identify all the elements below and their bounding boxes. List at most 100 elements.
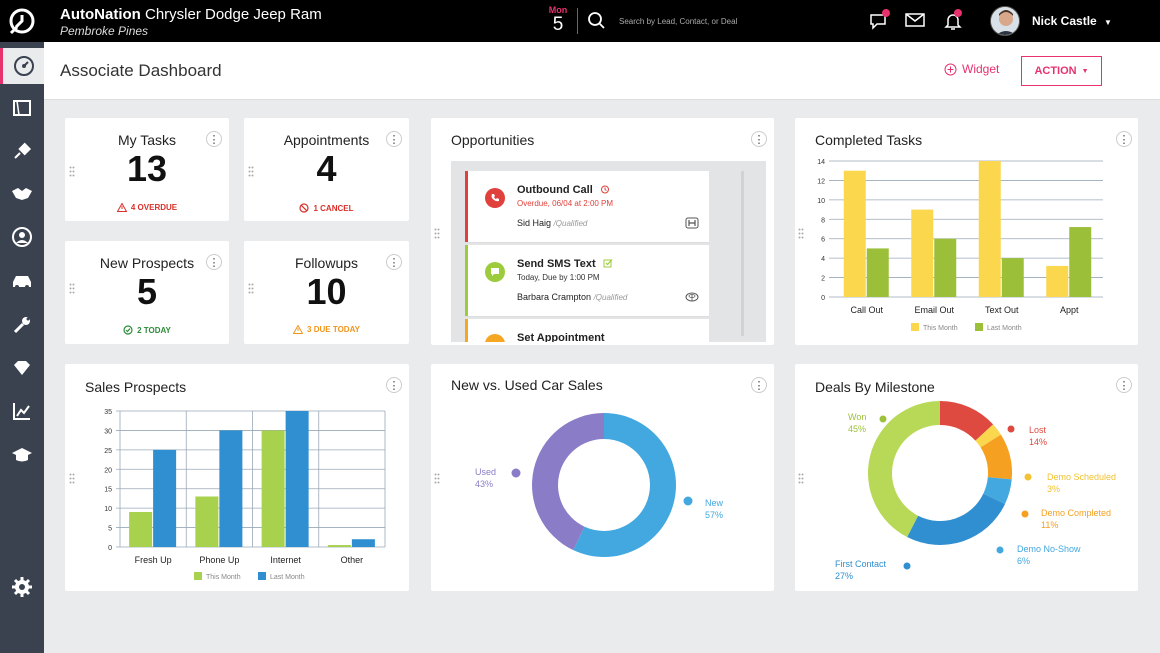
cancel-icon	[299, 203, 310, 213]
sidebar-item-notes[interactable]	[0, 90, 44, 126]
opportunity-contact[interactable]: Sid Haig /Qualified	[517, 218, 587, 228]
opportunity-contact[interactable]: Barbara Crampton /Qualified	[517, 292, 627, 302]
date-day: Mon	[548, 5, 568, 15]
sidebar-item-reports[interactable]	[0, 393, 44, 429]
stat-title: Followups	[294, 255, 359, 271]
add-widget-button[interactable]: Widget	[944, 62, 999, 76]
avatar[interactable]	[990, 6, 1020, 36]
tick-label: 15	[104, 487, 112, 494]
status-bar	[465, 245, 468, 316]
settings-icon	[12, 577, 32, 597]
user-name: Nick Castle	[1032, 14, 1097, 28]
message-icon	[485, 262, 505, 282]
satellite-icon	[14, 142, 32, 159]
brand-title: AutoNation Chrysler Dodge Jeep Ram Pembr…	[60, 6, 322, 38]
legend-swatch	[975, 323, 983, 331]
brand-name: AutoNation	[60, 6, 141, 23]
list-item[interactable]: Outbound Call Overdue, 06/04 at 2:00 PM …	[465, 171, 709, 243]
sidebar-item-contacts[interactable]	[0, 219, 44, 255]
tick-label: 2	[821, 276, 825, 283]
sidebar-item-deals[interactable]	[0, 176, 44, 212]
more-options-icon[interactable]: ⋮	[386, 254, 402, 270]
search-icon[interactable]	[587, 11, 607, 36]
more-options-icon[interactable]: ⋮	[206, 254, 222, 270]
stat-footer[interactable]: 2 TODAY	[65, 325, 229, 335]
chart-bar	[843, 170, 866, 297]
tick-label: 8	[821, 217, 825, 224]
more-options-icon[interactable]: ⋮	[206, 131, 222, 147]
list-item[interactable]: Send SMS Text Today, Due by 1:00 PM Barb…	[465, 245, 709, 317]
drag-handle-icon[interactable]	[69, 471, 75, 484]
stat-value: 13	[126, 148, 168, 189]
stat-footer[interactable]: 3 DUE TODAY	[244, 325, 409, 334]
completed-tasks-card: Completed Tasks ⋮ 0 2 4 6 8 10 12 14 Call Out Ema…	[795, 118, 1138, 345]
more-options-icon[interactable]: ⋮	[1116, 377, 1132, 393]
drag-handle-icon[interactable]	[798, 226, 804, 239]
sidebar-item-rewards[interactable]	[0, 350, 44, 386]
sidebar-item-leads[interactable]	[0, 133, 44, 169]
search-input[interactable]	[619, 13, 819, 29]
x-tick-label: Text Out	[985, 305, 1019, 315]
opportunity-title: Set Appointment	[517, 332, 605, 342]
card-title: Sales Prospects	[85, 379, 187, 395]
action-button[interactable]: ACTION ▼	[1021, 56, 1102, 86]
drag-handle-icon[interactable]	[248, 281, 254, 294]
legend-dot	[683, 496, 693, 506]
mail-icon[interactable]	[905, 11, 925, 34]
opportunities-list: Outbound Call Overdue, 06/04 at 2:00 PM …	[451, 161, 766, 342]
stat-footer-text: 4 OVERDUE	[130, 203, 178, 212]
user-menu[interactable]: Nick Castle ▼	[1032, 14, 1112, 28]
drag-handle-icon[interactable]	[434, 471, 440, 484]
chart-bar	[934, 238, 957, 297]
x-tick-label: Internet	[270, 555, 301, 565]
scrollbar[interactable]	[741, 171, 744, 336]
list-item[interactable]: Set Appointment	[465, 319, 709, 342]
checkbox-icon	[603, 259, 613, 268]
legend-percent: 57%	[705, 510, 723, 520]
bell-icon[interactable]	[943, 9, 963, 36]
stat-title: New Prospects	[99, 255, 195, 271]
more-options-icon[interactable]: ⋮	[386, 377, 402, 393]
drag-handle-icon[interactable]	[69, 164, 75, 177]
stat-footer[interactable]: 1 CANCEL	[244, 203, 409, 213]
chart-bar	[1046, 265, 1069, 297]
sidebar-item-settings[interactable]	[0, 569, 44, 605]
drag-handle-icon[interactable]	[69, 281, 75, 294]
contact-status: /Qualified	[593, 293, 628, 302]
contact-name: Barbara Crampton	[517, 292, 592, 302]
legend-label: Demo Completed	[1041, 508, 1111, 518]
donut-slice	[983, 477, 1012, 504]
card-title: Deals By Milestone	[815, 379, 935, 395]
caret-down-icon: ▼	[1081, 67, 1089, 75]
sidebar-item-dashboard[interactable]	[0, 48, 44, 84]
chat-icon[interactable]	[869, 9, 890, 36]
chart-bar	[978, 161, 1001, 297]
more-options-icon[interactable]: ⋮	[751, 377, 767, 393]
chart-icon	[13, 403, 30, 420]
sidebar-item-inventory[interactable]	[0, 263, 44, 299]
dealer-name: Chrysler Dodge Jeep Ram	[145, 6, 322, 23]
date-number: 5	[552, 14, 564, 35]
stat-value: 10	[306, 271, 347, 312]
more-options-icon[interactable]: ⋮	[1116, 131, 1132, 147]
sidebar-item-service[interactable]	[0, 307, 44, 343]
drag-handle-icon[interactable]	[434, 226, 440, 239]
drag-handle-icon[interactable]	[248, 164, 254, 177]
tick-label: 14	[817, 159, 825, 166]
stat-title: My Tasks	[117, 132, 177, 148]
tick-label: 0	[108, 545, 112, 552]
stat-footer-text: 1 CANCEL	[313, 203, 354, 213]
card-title: New vs. Used Car Sales	[451, 377, 603, 393]
stat-footer[interactable]: 4 OVERDUE	[65, 203, 229, 212]
more-options-icon[interactable]: ⋮	[751, 131, 767, 147]
date-badge: Mon 5	[544, 6, 572, 35]
legend-percent: 27%	[835, 571, 853, 581]
card-title: Opportunities	[451, 132, 535, 148]
legend-percent: 45%	[848, 424, 866, 434]
drag-handle-icon[interactable]	[798, 471, 804, 484]
more-options-icon[interactable]: ⋮	[386, 131, 402, 147]
legend-label: This Month	[206, 574, 241, 581]
sidebar-item-training[interactable]	[0, 437, 44, 473]
app-logo-icon[interactable]	[0, 0, 44, 42]
opportunity-due: Today, Due by 1:00 PM	[517, 273, 600, 282]
